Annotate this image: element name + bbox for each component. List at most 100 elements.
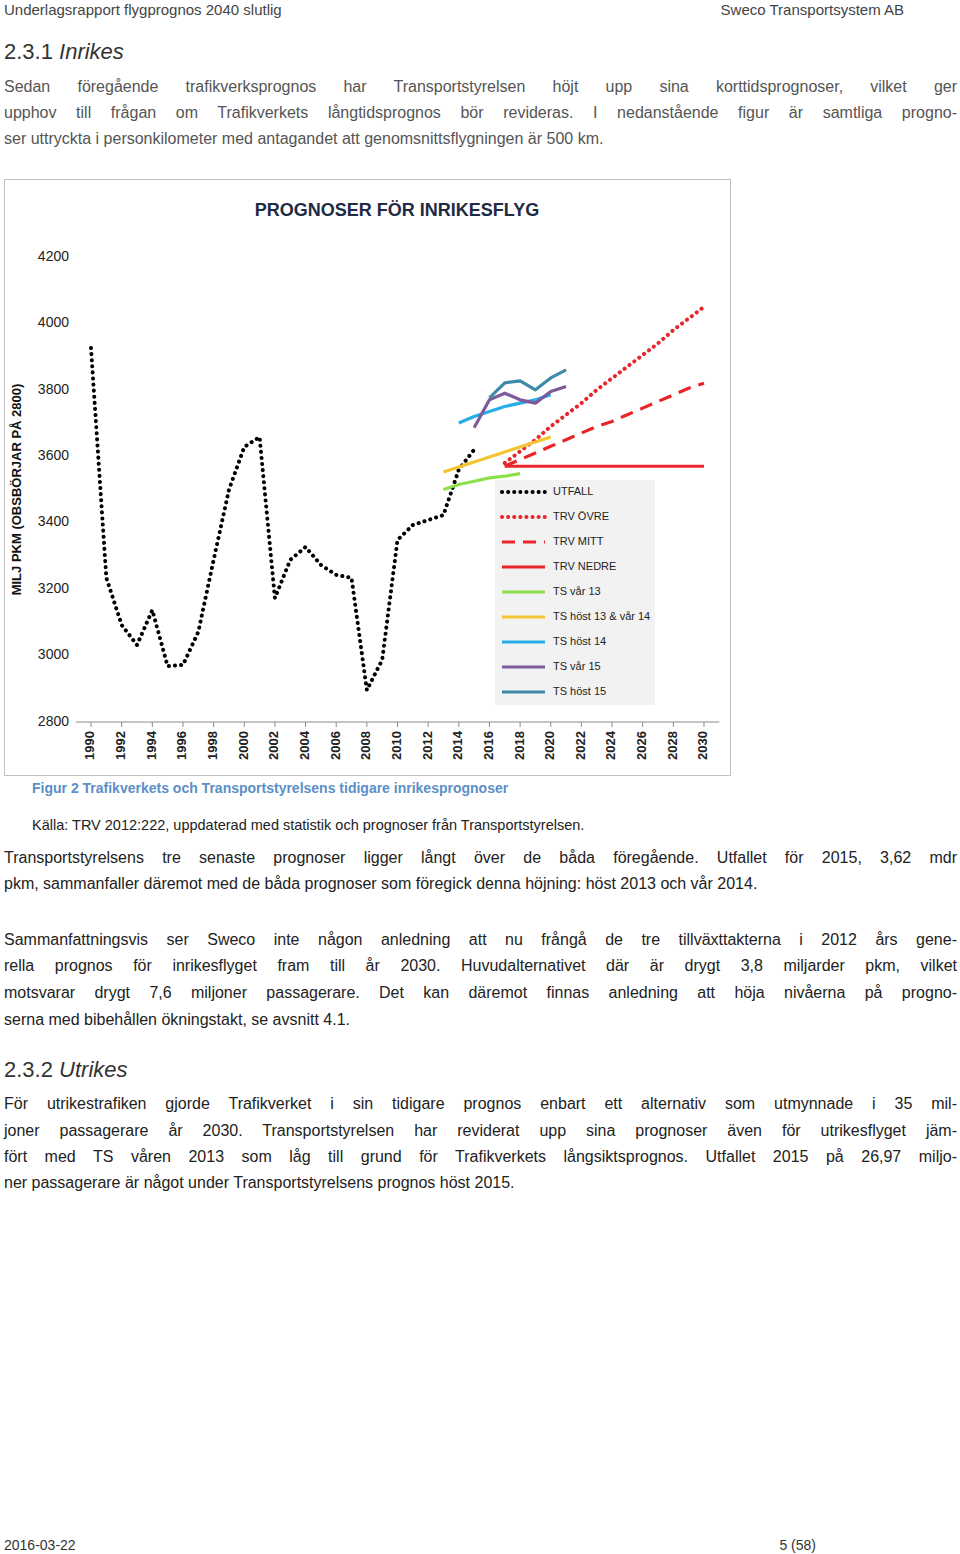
text-line: För utrikestrafiken gjorde Trafikverket … (4, 1094, 957, 1114)
legend-label: TS vår 15 (553, 660, 601, 672)
text-line: Sedan föregående trafikverksprognos har … (4, 77, 957, 97)
figure-source: Källa: TRV 2012:222, uppdaterad med stat… (32, 816, 584, 834)
legend-label: TRV MITT (553, 535, 604, 547)
x-tick-mark (121, 722, 122, 727)
x-tick-label: 1998 (205, 731, 220, 760)
x-tick-label: 2002 (266, 731, 281, 760)
header-company: Sweco Transportsystem AB (721, 1, 904, 19)
series-line (443, 437, 550, 472)
series-line (459, 395, 551, 423)
x-tick-label: 2004 (297, 730, 312, 760)
legend-swatch (502, 565, 545, 568)
legend-swatch (502, 640, 545, 643)
y-tick-label: 3800 (38, 381, 69, 397)
legend: UTFALL TRV ÖVRE TRV MITT TRV NEDRE TS vår 13… (495, 480, 655, 705)
x-tick-mark (673, 722, 674, 727)
legend-label: TS höst 13 & vår 14 (553, 610, 650, 622)
x-tick-mark (703, 722, 704, 727)
x-tick-mark (182, 722, 183, 727)
x-tick-label: 2022 (573, 731, 588, 760)
x-tick-mark (489, 722, 490, 727)
x-tick-mark (397, 722, 398, 727)
text-line: rella prognos för inrikesflyget fram til… (4, 956, 957, 976)
legend-swatch (502, 590, 545, 593)
y-tick-label: 3000 (38, 646, 69, 662)
legend-label: TS vår 13 (553, 585, 601, 597)
x-tick-label: 2014 (450, 730, 465, 760)
text-line: Transportstyrelsens tre senaste prognose… (4, 848, 957, 868)
legend-swatch (502, 540, 545, 543)
x-tick-label: 2028 (665, 731, 680, 760)
text-line: pkm, sammanfaller däremot med de båda pr… (4, 874, 957, 894)
x-tick-mark (612, 722, 613, 727)
section-number: 2.3.2 (4, 1057, 53, 1082)
legend-box (495, 480, 655, 705)
x-tick-label: 2020 (542, 731, 557, 760)
section-title: Inrikes (59, 39, 124, 64)
x-tick-label: 2016 (481, 731, 496, 760)
y-tick-label: 3600 (38, 447, 69, 463)
x-tick-label: 2008 (358, 731, 373, 760)
x-tick-label: 2010 (389, 731, 404, 760)
series-line (489, 370, 566, 398)
legend-swatch (502, 690, 545, 693)
text-line: ser uttryckta i personkilometer med anta… (4, 129, 957, 149)
legend-label: TRV ÖVRE (553, 510, 609, 522)
y-tick-label: 4000 (38, 314, 69, 330)
x-tick-mark (458, 722, 459, 727)
section-heading: 2.3.1 Inrikes (4, 39, 124, 65)
legend-label: TRV NEDRE (553, 560, 616, 572)
legend-label: TS höst 14 (553, 635, 606, 647)
y-tick-label: 2800 (38, 713, 69, 729)
x-tick-label: 1992 (113, 731, 128, 760)
text-line: upphov till frågan om Trafikverkets lång… (4, 103, 957, 123)
x-tick-label: 1994 (144, 730, 159, 760)
text-line: serna med bibehållen ökningstakt, se avs… (4, 1010, 957, 1030)
legend-label: UTFALL (553, 485, 593, 497)
text-line: fört med TS våren 2013 som låg till grun… (4, 1147, 957, 1167)
x-tick-mark (152, 722, 153, 727)
x-tick-label: 2026 (634, 731, 649, 760)
x-tick-label: 1996 (174, 731, 189, 760)
x-tick-mark (520, 722, 521, 727)
section-number: 2.3.1 (4, 39, 53, 64)
series-line (474, 387, 566, 428)
section-heading: 2.3.2 Utrikes (4, 1057, 128, 1083)
x-tick-label: 2024 (603, 730, 618, 760)
series-line (505, 307, 704, 463)
legend-swatch (502, 665, 545, 668)
x-tick-mark (581, 722, 582, 727)
legend-swatch (502, 615, 545, 618)
x-tick-label: 2018 (512, 731, 527, 760)
text-line: joner passagerare år 2030. Transportstyr… (4, 1121, 957, 1141)
x-tick-mark (366, 722, 367, 727)
y-tick-label: 3200 (38, 580, 69, 596)
x-tick-label: 2012 (420, 731, 435, 760)
chart-title: PROGNOSER FÖR INRIKESFLYG (255, 200, 539, 220)
x-tick-label: 2006 (328, 731, 343, 760)
series-line (91, 348, 474, 690)
footer-page: 5 (58) (779, 1536, 816, 1554)
footer-date: 2016-03-22 (4, 1536, 76, 1554)
x-tick-mark (305, 722, 306, 727)
chart-frame (5, 180, 731, 776)
series-line (505, 383, 704, 466)
chart: PROGNOSER FÖR INRIKESFLYGMILJ PKM (OBSBÖ… (0, 0, 960, 1554)
x-tick-mark (91, 722, 92, 727)
header-title: Underlagsrapport flygprognos 2040 slutli… (4, 1, 282, 19)
series-line (505, 465, 704, 468)
x-tick-mark (244, 722, 245, 727)
figure-caption: Figur 2 Trafikverkets och Transportstyre… (32, 779, 508, 797)
text-line: Sammanfattningsvis ser Sweco inte någon … (4, 930, 957, 950)
x-tick-mark (213, 722, 214, 727)
page: PROGNOSER FÖR INRIKESFLYGMILJ PKM (OBSBÖ… (0, 0, 960, 1554)
x-tick-label: 1990 (82, 731, 97, 760)
y-tick-label: 3400 (38, 513, 69, 529)
text-line: ner passagerare är något under Transport… (4, 1173, 957, 1193)
y-tick-label: 4200 (38, 248, 69, 264)
section-title: Utrikes (59, 1057, 127, 1082)
x-tick-mark (642, 722, 643, 727)
legend-label: TS höst 15 (553, 685, 606, 697)
legend-swatch (502, 515, 545, 519)
x-tick-label: 2030 (695, 731, 710, 760)
